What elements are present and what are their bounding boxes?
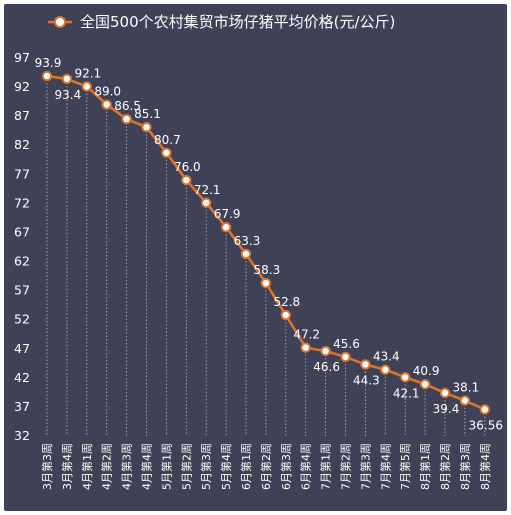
drop-lines bbox=[46, 76, 486, 436]
y-tick-label: 47 bbox=[14, 341, 30, 356]
data-point bbox=[320, 345, 331, 357]
x-tick-label: 4月第4周 bbox=[140, 443, 154, 490]
data-point bbox=[81, 81, 93, 92]
legend: 全国500个农村集贸市场仔猪平均价格(元/公斤) bbox=[48, 13, 395, 31]
data-point bbox=[161, 147, 172, 158]
data-point bbox=[61, 73, 73, 85]
x-tick-label: 6月第4周 bbox=[299, 443, 313, 490]
data-label: 72.1 bbox=[194, 183, 221, 197]
data-label: 47.2 bbox=[293, 328, 320, 342]
data-label: 89.0 bbox=[94, 85, 121, 99]
data-label: 86.5 bbox=[114, 99, 141, 113]
data-label: 46.6 bbox=[313, 360, 340, 374]
data-label: 43.4 bbox=[373, 350, 400, 364]
x-tick-label: 6月第3周 bbox=[279, 443, 293, 490]
y-tick-label: 67 bbox=[14, 224, 30, 239]
data-point bbox=[300, 342, 311, 353]
data-point bbox=[220, 222, 232, 233]
y-tick-label: 82 bbox=[14, 137, 30, 152]
y-tick-label: 32 bbox=[14, 428, 30, 443]
series-line bbox=[46, 74, 486, 411]
x-tick-label: 5月第3周 bbox=[199, 443, 213, 490]
data-label: 76.0 bbox=[174, 160, 201, 174]
x-tick-label: 5月第1周 bbox=[159, 443, 173, 490]
data-point bbox=[280, 309, 291, 321]
data-label: 93.9 bbox=[35, 56, 62, 70]
data-point bbox=[41, 70, 53, 82]
data-point bbox=[400, 372, 411, 383]
data-point bbox=[101, 99, 112, 110]
data-point bbox=[459, 395, 471, 406]
y-axis: 97 92 87 82 77 72 67 62 57 52 47 42 37 32 bbox=[14, 50, 30, 443]
x-tick-label: 7月第2周 bbox=[339, 443, 353, 490]
x-tick-label: 8月第4周 bbox=[478, 443, 492, 490]
x-tick-label: 8月第1周 bbox=[418, 443, 432, 490]
data-point bbox=[340, 351, 351, 363]
y-tick-label: 62 bbox=[14, 254, 30, 269]
x-tick-label: 6月第2周 bbox=[259, 443, 273, 490]
x-tick-label: 7月第3周 bbox=[358, 443, 372, 490]
legend-marker-swatch bbox=[54, 16, 66, 28]
x-tick-label: 4月第2周 bbox=[100, 443, 114, 490]
data-label: 85.1 bbox=[134, 107, 161, 121]
data-point bbox=[201, 197, 212, 209]
x-tick-label: 8月第3周 bbox=[458, 443, 472, 490]
x-tick-label: 7月第5周 bbox=[398, 443, 412, 490]
data-point bbox=[181, 174, 192, 186]
y-tick-label: 87 bbox=[14, 108, 30, 123]
data-label: 42.1 bbox=[393, 386, 420, 400]
data-point bbox=[121, 113, 132, 125]
data-point bbox=[419, 379, 431, 390]
data-label: 44.3 bbox=[353, 373, 380, 387]
data-point bbox=[240, 248, 252, 260]
data-labels: 93.9 93.4 92.1 89.086.585.1 80.7 76.0 72.1 67.9… bbox=[35, 56, 503, 432]
x-tick-label: 4月第1周 bbox=[80, 443, 94, 490]
x-tick-label: 4月第3周 bbox=[120, 443, 134, 490]
data-label: 52.8 bbox=[273, 295, 300, 309]
data-point bbox=[439, 387, 451, 399]
x-tick-label: 7月第4周 bbox=[378, 443, 392, 490]
data-label: 38.1 bbox=[453, 381, 480, 395]
data-label: 39.4 bbox=[433, 402, 460, 416]
x-tick-label: 7月第1周 bbox=[319, 443, 333, 490]
x-axis: 3月第3周 3月第4周 4月第1周 4月第2周 4月第3周 4月第4周 5月第1周 5月第2周… bbox=[40, 443, 492, 490]
x-tick-label: 3月第3周 bbox=[40, 443, 54, 490]
data-label: 93.4 bbox=[55, 88, 82, 102]
data-label: 58.3 bbox=[254, 263, 281, 277]
y-tick-label: 52 bbox=[14, 312, 30, 327]
x-tick-label: 8月第2周 bbox=[438, 443, 452, 490]
y-tick-label: 37 bbox=[14, 399, 30, 414]
y-tick-label: 77 bbox=[14, 166, 30, 181]
x-tick-label: 5月第2周 bbox=[179, 443, 193, 490]
data-label: 92.1 bbox=[74, 66, 101, 80]
y-tick-label: 92 bbox=[14, 79, 30, 94]
data-point bbox=[479, 404, 490, 415]
data-point bbox=[141, 122, 152, 133]
data-point bbox=[380, 364, 391, 375]
data-label: 40.9 bbox=[413, 364, 440, 378]
data-label: 36.56 bbox=[469, 418, 503, 432]
x-tick-label: 6月第1周 bbox=[239, 443, 253, 490]
data-label: 45.6 bbox=[333, 337, 360, 351]
x-tick-label: 5月第4周 bbox=[219, 443, 233, 490]
y-tick-label: 72 bbox=[14, 195, 30, 210]
data-label: 67.9 bbox=[214, 207, 241, 221]
series-line-group bbox=[41, 70, 490, 415]
data-point bbox=[260, 277, 272, 289]
data-label: 63.3 bbox=[234, 234, 261, 248]
data-point bbox=[360, 359, 371, 370]
x-tick-label: 3月第4周 bbox=[60, 443, 74, 490]
legend-entry: 全国500个农村集贸市场仔猪平均价格(元/公斤) bbox=[80, 13, 395, 31]
y-tick-label: 42 bbox=[14, 370, 30, 385]
y-tick-label: 57 bbox=[14, 283, 30, 298]
data-label: 80.7 bbox=[154, 133, 181, 147]
y-tick-label: 97 bbox=[14, 50, 30, 65]
